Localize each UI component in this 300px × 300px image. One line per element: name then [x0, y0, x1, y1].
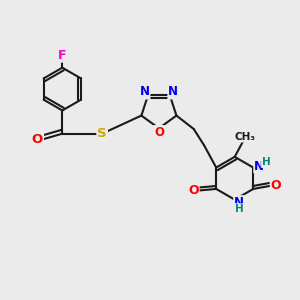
Text: N: N: [140, 85, 149, 98]
Text: S: S: [97, 127, 107, 140]
Text: F: F: [58, 49, 67, 62]
Text: N: N: [234, 196, 244, 209]
Text: O: O: [154, 126, 164, 139]
Text: H: H: [262, 157, 271, 167]
Text: O: O: [32, 133, 43, 146]
Text: N: N: [254, 160, 264, 172]
Text: O: O: [188, 184, 199, 197]
Text: N: N: [168, 85, 178, 98]
Text: O: O: [271, 179, 281, 193]
Text: CH₃: CH₃: [234, 132, 255, 142]
Text: H: H: [235, 204, 244, 214]
